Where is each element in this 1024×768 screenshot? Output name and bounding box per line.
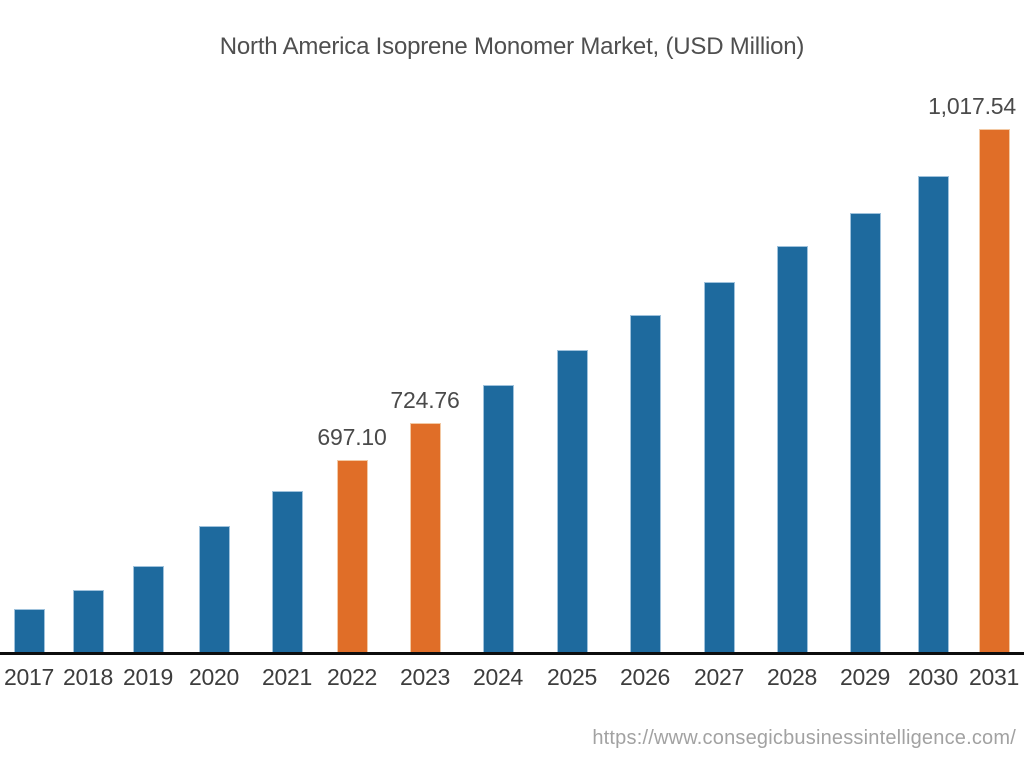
x-tick-2021: 2021	[262, 664, 312, 690]
bar-2028	[776, 246, 808, 652]
bar-2031	[978, 129, 1010, 652]
x-tick-2030: 2030	[908, 664, 958, 690]
source-url: https://www.consegicbusinessintelligence…	[592, 727, 1016, 749]
x-tick-2022: 2022	[327, 664, 377, 690]
bar-2024	[482, 385, 514, 652]
bar-2018	[72, 590, 104, 652]
data-label-2023: 724.76	[390, 387, 460, 413]
x-axis-line	[0, 652, 1024, 655]
bar-2021	[271, 491, 303, 652]
bar-2026	[629, 315, 661, 652]
bar-2022	[336, 460, 368, 652]
bar-2020	[198, 526, 230, 652]
x-tick-2031: 2031	[969, 664, 1019, 690]
x-tick-2026: 2026	[620, 664, 670, 690]
bar-2025	[556, 350, 588, 652]
x-tick-2025: 2025	[547, 664, 597, 690]
x-tick-2018: 2018	[63, 664, 113, 690]
x-tick-2017: 2017	[4, 664, 54, 690]
bar-2017	[13, 609, 45, 652]
x-tick-2028: 2028	[767, 664, 817, 690]
bar-2019	[132, 566, 164, 652]
chart-title: North America Isoprene Monomer Market, (…	[219, 33, 805, 60]
x-tick-2027: 2027	[694, 664, 744, 690]
x-tick-2023: 2023	[400, 664, 450, 690]
bar-2027	[703, 282, 735, 652]
x-tick-2029: 2029	[840, 664, 890, 690]
data-label-2022: 697.10	[317, 424, 387, 450]
x-tick-2020: 2020	[189, 664, 239, 690]
data-label-2031: 1,017.54	[928, 93, 1016, 119]
bar-2029	[849, 213, 881, 652]
x-tick-2024: 2024	[473, 664, 523, 690]
bar-2030	[917, 176, 949, 652]
x-tick-2019: 2019	[123, 664, 173, 690]
bar-2023	[409, 423, 441, 652]
